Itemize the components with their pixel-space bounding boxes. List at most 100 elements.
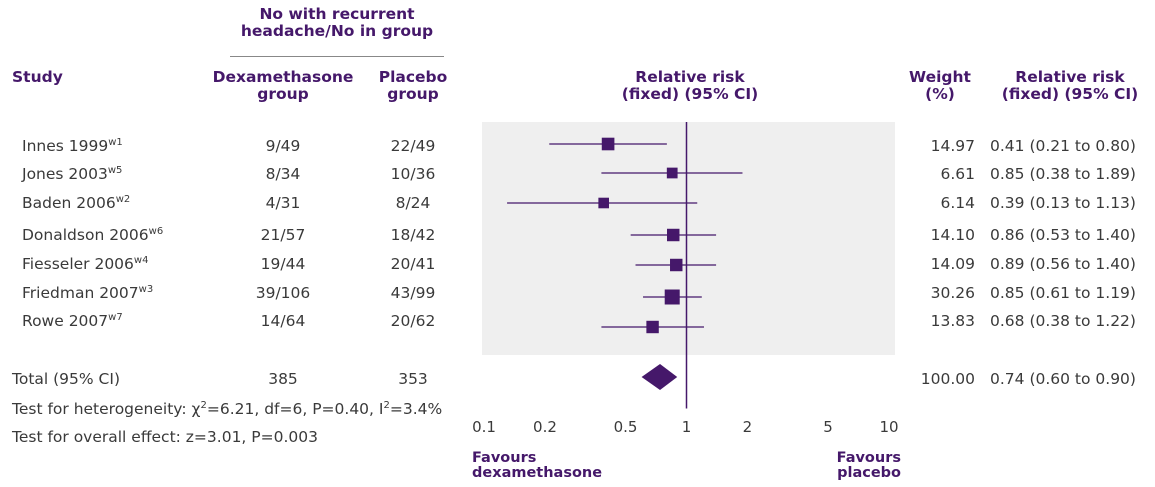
study-ref: w5 [107, 165, 123, 176]
weight-header: Weight (%) [905, 69, 975, 103]
rr-value: 0.41 (0.21 to 0.80) [990, 137, 1136, 155]
favours-left-label: Favours dexamethasone [472, 451, 602, 481]
heterogeneity-prefix: Test for heterogeneity: [12, 400, 192, 418]
overall-effect-test: Test for overall effect: z=3.01, P=0.003 [12, 428, 318, 446]
dex-value: 19/44 [260, 255, 306, 273]
study-ref: w7 [108, 312, 123, 323]
total-placebo: 353 [398, 370, 428, 388]
study-label: Jones 2003 [22, 165, 108, 183]
x-tick-label: 0.5 [613, 418, 638, 436]
group-span-divider [230, 56, 444, 57]
effect-square [667, 228, 680, 242]
weight-header-line1: Weight [909, 68, 971, 86]
dex-value: 4/31 [265, 194, 301, 212]
x-tick-label: 0.1 [472, 418, 496, 436]
chi-superscript: 2 [200, 400, 207, 411]
x-tick-label: 1 [681, 418, 692, 436]
x-tick-label: 0.2 [533, 418, 557, 436]
study-ref: w2 [115, 194, 131, 205]
study-name: Rowe 2007w7 [22, 311, 123, 331]
study-name: Jones 2003w5 [22, 164, 122, 184]
effect-square [601, 137, 615, 151]
x-tick-label: 2 [742, 418, 753, 436]
rr-value: 0.39 (0.13 to 1.13) [990, 194, 1136, 212]
rr-plot-header: Relative risk (fixed) (95% CI) [590, 69, 790, 103]
placebo-value: 22/49 [390, 137, 436, 155]
placebo-value: 18/42 [390, 226, 436, 244]
study-name: Donaldson 2006w6 [22, 225, 163, 245]
rr-text-header-line2: (fixed) (95% CI) [1001, 85, 1139, 103]
effect-square [646, 320, 659, 334]
group-span-line1: No with recurrent [259, 5, 415, 23]
placebo-value: 10/36 [390, 165, 436, 183]
x-tick-label: 10 [879, 418, 899, 436]
study-label: Innes 1999 [22, 137, 109, 155]
rr-value: 0.89 (0.56 to 1.40) [990, 255, 1136, 273]
study-label: Baden 2006 [22, 194, 116, 212]
weight-header-line2: (%) [925, 85, 955, 103]
placebo-header: Placebo group [368, 69, 458, 103]
study-name: Friedman 2007w3 [22, 283, 153, 303]
effect-square [666, 167, 678, 179]
study-ref: w1 [108, 137, 123, 148]
effect-square [664, 289, 680, 305]
favours-right-label: Favours placebo [780, 451, 901, 481]
i-superscript: 2 [383, 400, 390, 411]
study-label: Friedman 2007 [22, 284, 139, 302]
total-label: Total (95% CI) [12, 370, 120, 388]
x-tick-label: 5 [823, 418, 833, 436]
dex-header-line1: Dexamethasone [212, 68, 354, 86]
rr-text-header: Relative risk (fixed) (95% CI) [990, 69, 1150, 103]
rr-plot-header-line1: Relative risk [635, 68, 745, 86]
study-name: Baden 2006w2 [22, 193, 130, 213]
study-name: Fiesseler 2006w4 [22, 254, 148, 274]
weight-value: 6.14 [940, 194, 975, 212]
weight-value: 14.97 [930, 137, 975, 155]
placebo-value: 20/41 [390, 255, 436, 273]
placebo-value: 43/99 [390, 284, 436, 302]
study-label: Donaldson 2006 [22, 226, 149, 244]
rr-value: 0.85 (0.38 to 1.89) [990, 165, 1136, 183]
weight-value: 14.10 [930, 226, 975, 244]
rr-value: 0.85 (0.61 to 1.19) [990, 284, 1136, 302]
total-weight: 100.00 [920, 370, 975, 388]
rr-plot-header-line2: (fixed) (95% CI) [621, 85, 759, 103]
heterogeneity-end: =3.4% [389, 400, 443, 418]
rr-value: 0.68 (0.38 to 1.22) [990, 312, 1136, 330]
weight-value: 30.26 [930, 284, 975, 302]
weight-value: 6.61 [940, 165, 975, 183]
placebo-header-line2: group [387, 85, 439, 103]
weight-value: 13.83 [930, 312, 975, 330]
favours-right-line2: placebo [837, 465, 901, 481]
dex-value: 8/34 [265, 165, 301, 183]
dex-header-line2: group [257, 85, 309, 103]
placebo-value: 20/62 [390, 312, 436, 330]
favours-left-line1: Favours [472, 450, 537, 466]
dex-header: Dexamethasone group [208, 69, 358, 103]
study-label: Fiesseler 2006 [22, 255, 134, 273]
study-ref: w6 [148, 226, 164, 237]
placebo-header-line1: Placebo [378, 68, 448, 86]
rr-text-header-line1: Relative risk [1015, 68, 1125, 86]
heterogeneity-middle: =6.21, df=6, P=0.40, I [206, 400, 384, 418]
study-name: Innes 1999w1 [22, 136, 123, 156]
study-header: Study [12, 68, 63, 86]
weight-value: 14.09 [930, 255, 975, 273]
dex-value: 14/64 [260, 312, 306, 330]
study-ref: w3 [138, 284, 154, 295]
dex-value: 39/106 [255, 284, 311, 302]
dex-value: 21/57 [260, 226, 306, 244]
total-dex: 385 [268, 370, 298, 388]
group-span-header: No with recurrent headache/No in group [230, 6, 444, 40]
favours-right-line1: Favours [836, 450, 901, 466]
study-label: Rowe 2007 [22, 312, 109, 330]
plot-panel [482, 122, 895, 355]
chi-symbol: χ [191, 400, 201, 418]
effect-square [598, 197, 609, 209]
favours-left-line2: dexamethasone [472, 465, 603, 481]
study-ref: w4 [133, 255, 149, 266]
total-rr: 0.74 (0.60 to 0.90) [990, 370, 1136, 388]
group-span-line2: headache/No in group [240, 22, 434, 40]
dex-value: 9/49 [265, 137, 301, 155]
